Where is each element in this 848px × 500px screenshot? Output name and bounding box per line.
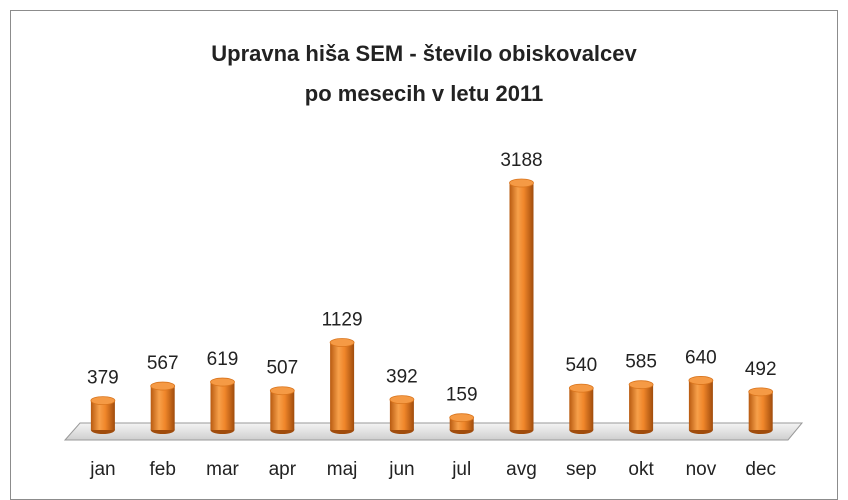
x-tick-label: jul	[451, 459, 471, 480]
bar	[150, 381, 176, 434]
bar	[389, 395, 415, 434]
bar	[90, 396, 116, 434]
bar	[628, 380, 654, 434]
data-label: 619	[207, 349, 239, 370]
data-label: 507	[266, 358, 298, 379]
bar-top	[150, 381, 176, 391]
bar-body	[210, 382, 235, 430]
x-tick-label: dec	[745, 459, 776, 480]
x-tick-label: okt	[628, 459, 654, 480]
data-label: 379	[87, 368, 119, 389]
bar-top	[269, 386, 295, 396]
data-label: 540	[565, 355, 597, 376]
bar-body	[270, 390, 295, 430]
data-label: 492	[745, 359, 777, 380]
bar	[748, 387, 774, 434]
chart-title: po mesecih v letu 2011	[305, 81, 543, 106]
bar	[329, 338, 355, 434]
bar-body	[330, 342, 355, 430]
bar-top	[568, 383, 594, 393]
bar	[449, 413, 475, 434]
x-tick-label: jan	[89, 459, 115, 480]
bar-top	[389, 395, 415, 405]
bar-top	[509, 178, 534, 188]
bar-body	[688, 380, 713, 430]
bar-top	[90, 396, 116, 406]
x-tick-label: mar	[206, 459, 239, 480]
x-tick-label: sep	[566, 459, 597, 480]
data-label: 392	[386, 367, 418, 388]
data-label: 585	[625, 352, 657, 373]
bar-body	[748, 391, 773, 430]
bar	[568, 383, 594, 434]
data-label: 567	[147, 353, 179, 374]
bar-body	[90, 400, 115, 430]
x-tick-label: nov	[686, 459, 717, 480]
bar-top	[628, 380, 654, 390]
x-tick-label: jun	[388, 459, 414, 480]
x-tick-label: maj	[327, 459, 358, 480]
data-label: 3188	[500, 150, 542, 171]
data-label: 1129	[322, 310, 363, 331]
bar	[688, 376, 714, 434]
data-label: 640	[685, 347, 717, 368]
x-tick-label: avg	[506, 459, 537, 480]
data-label: 159	[446, 385, 478, 406]
floor	[63, 422, 804, 441]
bar-body	[509, 183, 534, 430]
bar	[269, 386, 295, 434]
bar-body	[629, 384, 654, 430]
bar-top	[210, 377, 235, 387]
bar-body	[569, 388, 594, 430]
bar-top	[748, 387, 774, 397]
bar	[210, 377, 235, 434]
bar	[509, 178, 534, 434]
chart-title: Upravna hiša SEM - število obiskovalcev	[211, 41, 637, 66]
bar-top	[688, 376, 714, 385]
bar-top	[329, 338, 355, 347]
bar-body	[150, 386, 175, 430]
x-tick-label: feb	[149, 459, 175, 480]
x-tick-label: apr	[269, 459, 297, 480]
bar-top	[449, 413, 475, 423]
bar-body	[389, 399, 414, 430]
